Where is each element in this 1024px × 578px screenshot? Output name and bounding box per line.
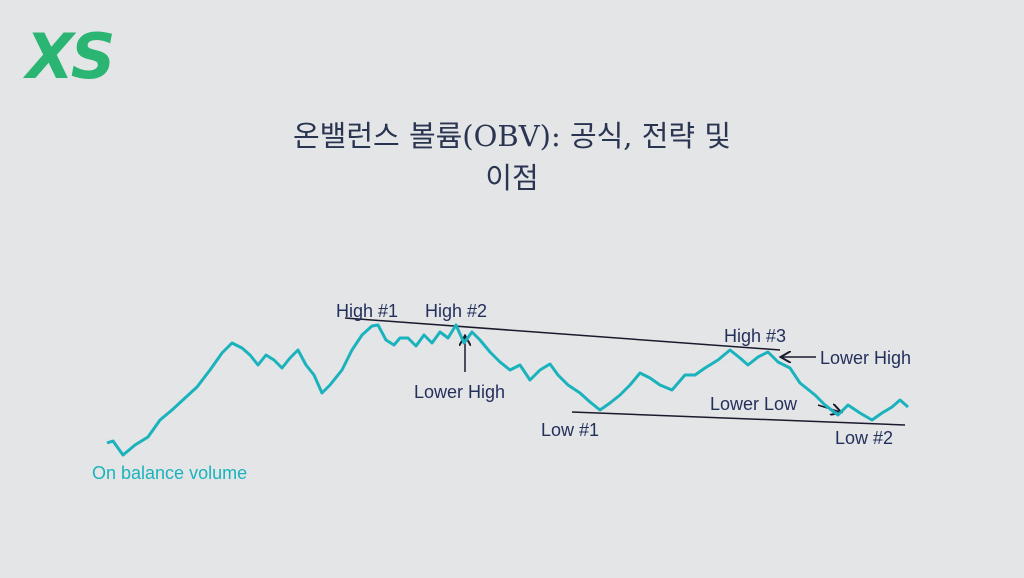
trend-lines (344, 317, 906, 426)
title-line: 이점 (485, 161, 538, 195)
annotation: Low #1 (541, 420, 599, 440)
annotation: High #3 (724, 326, 786, 346)
line-label: On balance volume (92, 463, 247, 483)
annotation: Lower High (414, 382, 505, 402)
title-line: 온밸런스 볼륨(OBV): 공식, 전략 및 (293, 119, 731, 153)
obv-line (106, 323, 909, 457)
annotation: Lower High (820, 348, 911, 368)
annotation: High #2 (425, 301, 487, 321)
annotation: Lower Low (710, 394, 798, 414)
logo: XS (22, 20, 113, 93)
annotation: High #1 (336, 301, 398, 321)
annotation: Low #2 (835, 428, 893, 448)
